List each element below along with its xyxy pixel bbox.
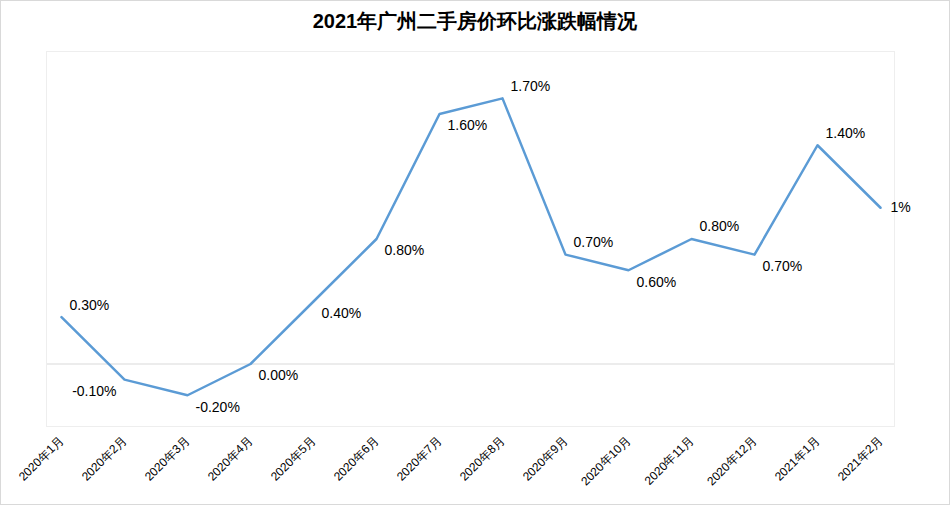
svg-text:1.60%: 1.60%: [448, 117, 488, 133]
svg-text:0.80%: 0.80%: [700, 218, 740, 234]
svg-text:2020年4月: 2020年4月: [205, 433, 255, 483]
svg-text:0.60%: 0.60%: [637, 274, 677, 290]
svg-text:-0.20%: -0.20%: [196, 399, 240, 415]
svg-text:-0.10%: -0.10%: [72, 383, 116, 399]
svg-text:2020年3月: 2020年3月: [142, 433, 192, 483]
svg-text:1.70%: 1.70%: [511, 78, 551, 94]
svg-text:2020年12月: 2020年12月: [704, 433, 759, 488]
svg-text:0.70%: 0.70%: [763, 258, 803, 274]
svg-text:0.00%: 0.00%: [259, 367, 299, 383]
svg-text:2020年6月: 2020年6月: [331, 433, 381, 483]
svg-text:2020年2月: 2020年2月: [79, 433, 129, 483]
svg-text:2020年8月: 2020年8月: [457, 433, 507, 483]
svg-text:2020年9月: 2020年9月: [520, 433, 570, 483]
svg-text:2020年10月: 2020年10月: [578, 433, 633, 488]
svg-text:0.40%: 0.40%: [322, 305, 362, 321]
svg-text:1.40%: 1.40%: [826, 125, 866, 141]
svg-text:2021年1月: 2021年1月: [772, 433, 822, 483]
svg-text:0.30%: 0.30%: [70, 297, 110, 313]
svg-text:2020年1月: 2020年1月: [16, 433, 66, 483]
svg-text:0.80%: 0.80%: [385, 242, 425, 258]
svg-text:2020年7月: 2020年7月: [394, 433, 444, 483]
html-text:2021年广州二手房价环比涨跌幅情况: 2021年广州二手房价环比涨跌幅情况: [312, 10, 638, 32]
svg-text:1%: 1%: [891, 199, 911, 215]
svg-text:2021年2月: 2021年2月: [835, 433, 885, 483]
svg-text:0.70%: 0.70%: [574, 234, 614, 250]
svg-text:2020年5月: 2020年5月: [268, 433, 318, 483]
svg-text:2020年11月: 2020年11月: [642, 433, 697, 488]
